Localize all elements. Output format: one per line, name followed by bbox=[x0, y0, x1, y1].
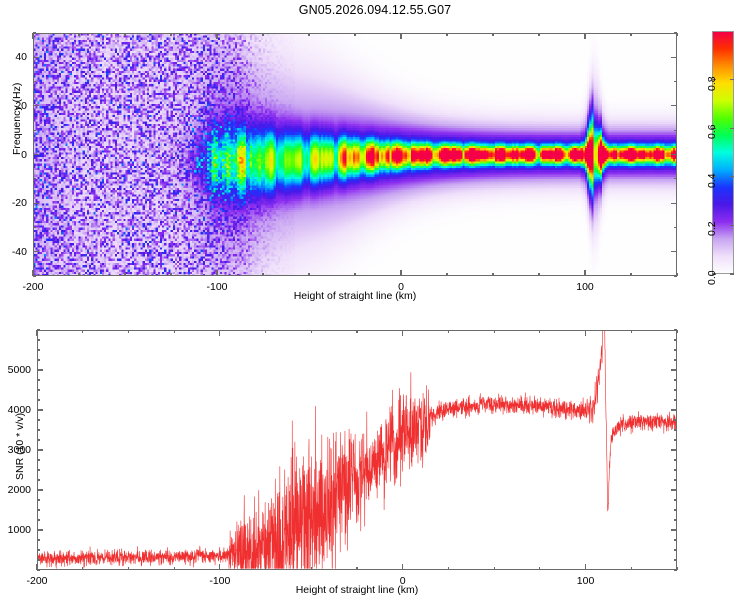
y-tick-label: 1000 bbox=[7, 524, 31, 536]
colorbar-tick bbox=[730, 176, 734, 178]
colorbar-tick-label: 0.2 bbox=[706, 221, 718, 237]
colorbar-tick-label: 0.4 bbox=[706, 173, 718, 188]
y-tick-label: 20 bbox=[15, 99, 27, 112]
colorbar-tick bbox=[712, 79, 716, 81]
y-tick-label: 5000 bbox=[7, 364, 31, 376]
y-tick-label: 2000 bbox=[7, 484, 31, 496]
colorbar-tick bbox=[712, 127, 716, 129]
colorbar-tick-label: 0.6 bbox=[706, 124, 718, 140]
colorbar-tick-label: 0.0 bbox=[706, 270, 718, 285]
x-tick-label: 100 bbox=[576, 575, 595, 587]
spectrogram-ylabel: Frequency (Hz) bbox=[11, 82, 23, 155]
x-tick-label: 0 bbox=[398, 281, 404, 293]
colorbar-frame bbox=[712, 31, 734, 274]
y-tick-label: -40 bbox=[11, 245, 27, 258]
spectrogram-panel bbox=[33, 33, 677, 276]
colorbar-tick-label: 0.8 bbox=[706, 75, 718, 91]
page-title: GN05.2026.094.12.55.G07 bbox=[298, 3, 452, 17]
x-tick-label: -100 bbox=[209, 575, 231, 587]
colorbar-tick bbox=[730, 273, 734, 275]
y-tick-label: 0 bbox=[21, 148, 27, 161]
spectrogram-xlabel: Height of straight line (km) bbox=[293, 290, 417, 302]
x-tick-label: -200 bbox=[26, 575, 48, 587]
spectrogram-image bbox=[33, 33, 677, 276]
y-tick-label: -20 bbox=[11, 197, 27, 210]
colorbar bbox=[712, 31, 734, 274]
x-tick-label: 0 bbox=[399, 575, 406, 587]
colorbar-tick bbox=[730, 224, 734, 226]
x-tick-label: -100 bbox=[206, 281, 228, 293]
colorbar-tick bbox=[712, 224, 716, 226]
snr-panel bbox=[37, 330, 677, 570]
x-tick-label: -200 bbox=[22, 281, 44, 293]
y-tick-label: 3000 bbox=[7, 444, 31, 456]
snr-ylabel: SNR (10 * v/v) bbox=[14, 412, 26, 480]
snr-trace-line bbox=[37, 330, 677, 570]
y-tick-label: 4000 bbox=[7, 404, 31, 416]
colorbar-gradient bbox=[712, 31, 734, 274]
colorbar-tick bbox=[730, 79, 734, 81]
snr-xlabel: Height of straight line (km) bbox=[295, 584, 419, 596]
y-tick-label: 40 bbox=[15, 51, 27, 64]
colorbar-tick bbox=[712, 176, 716, 178]
colorbar-tick bbox=[730, 127, 734, 129]
colorbar-tick bbox=[712, 273, 716, 275]
x-tick-label: 100 bbox=[576, 281, 594, 293]
